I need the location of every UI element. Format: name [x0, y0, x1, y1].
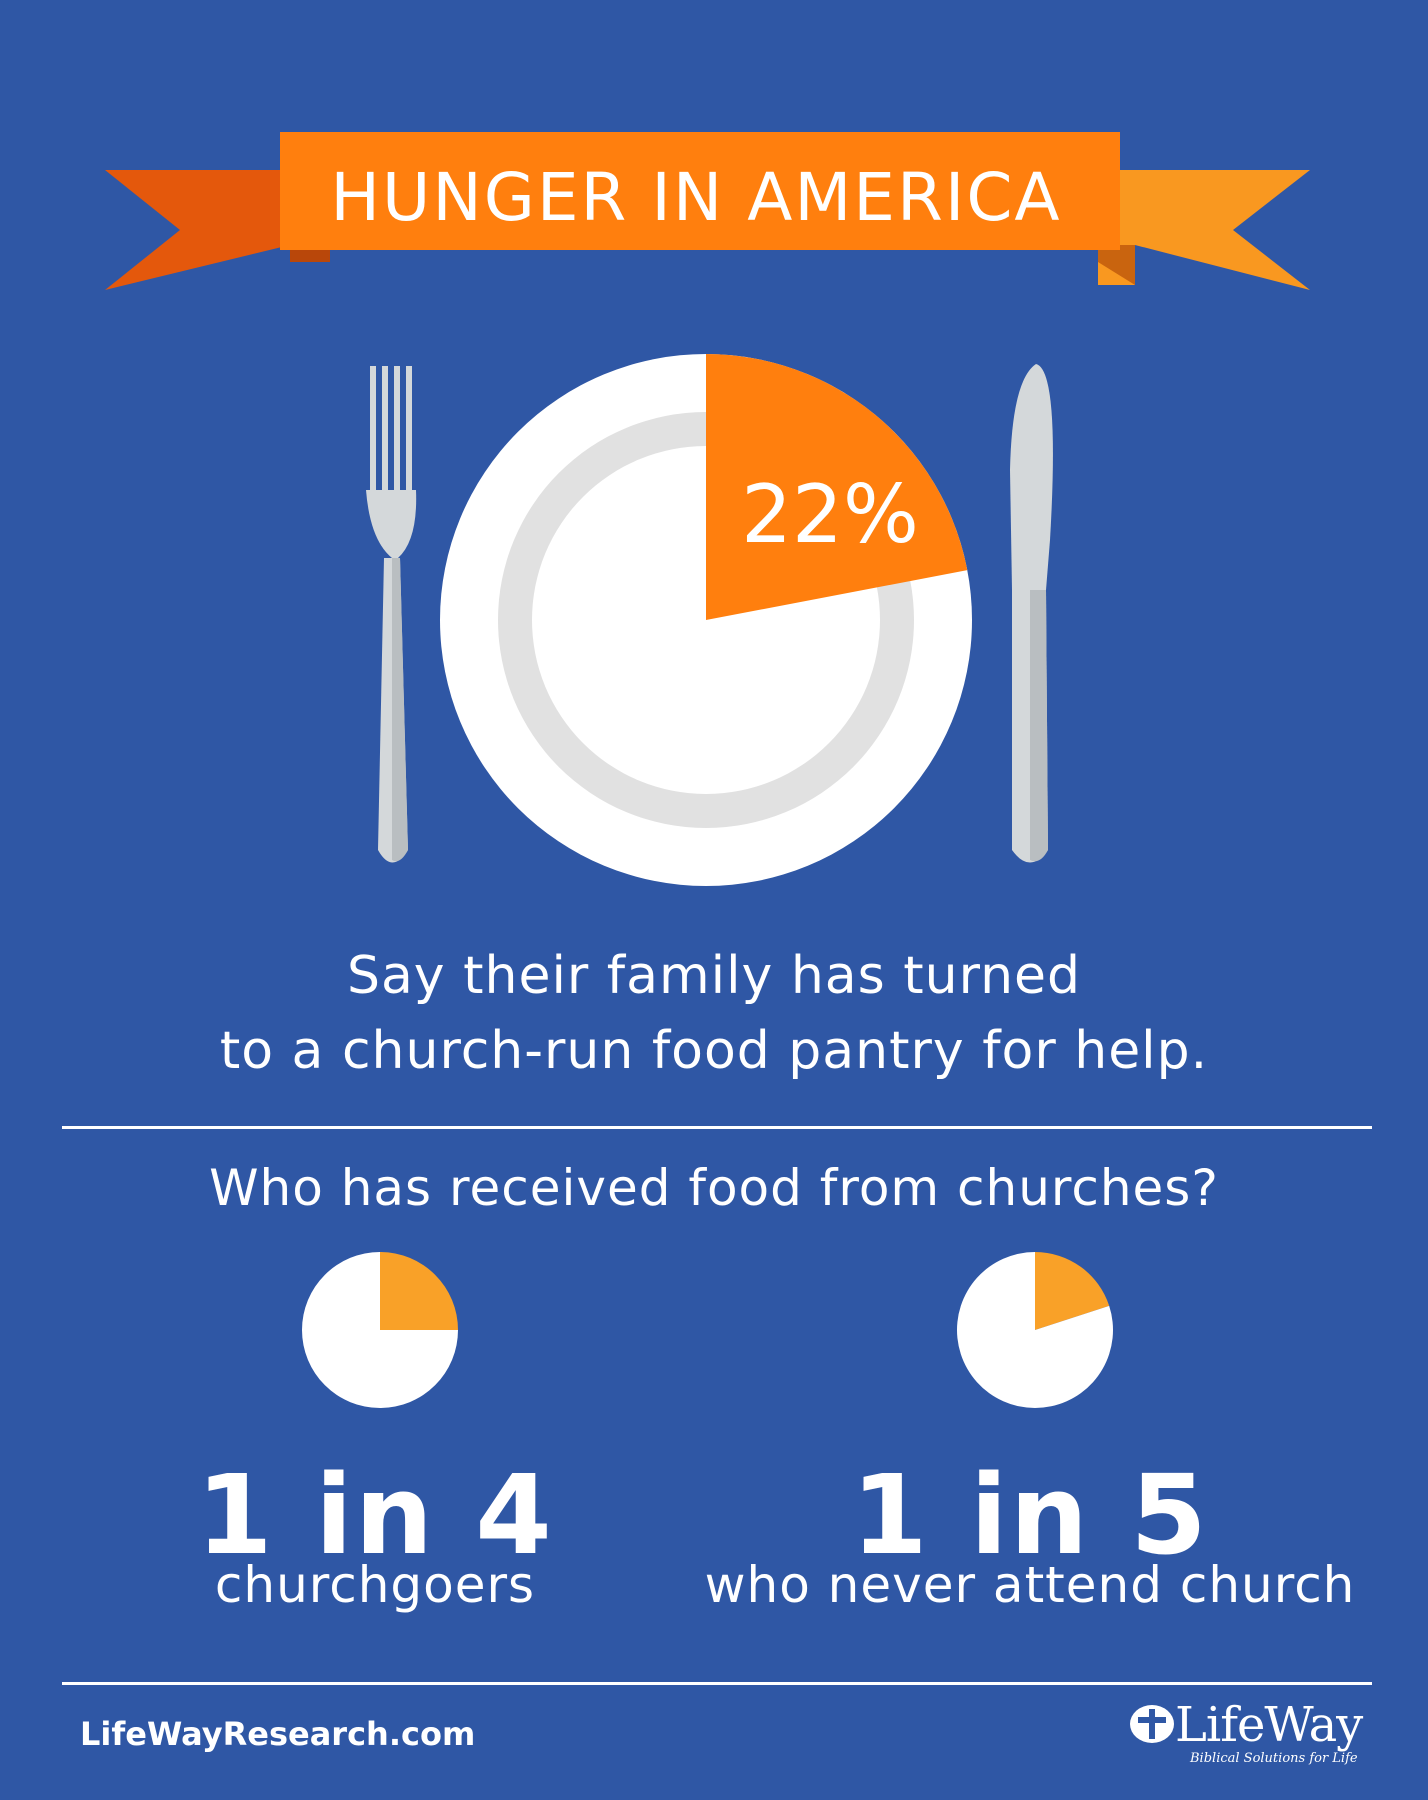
never-attend-pie-slice-highlight [1035, 1252, 1110, 1330]
hero-pie-chart [706, 354, 968, 620]
never-attend-pie-chart [957, 1252, 1113, 1408]
hero-pie-slice-highlight [706, 354, 968, 620]
churchgoers-pie-slice-highlight [380, 1252, 458, 1330]
footer-url[interactable]: LifeWayResearch.com [80, 1715, 476, 1753]
stat-never-attend-ratio: 1 in 5 [851, 1451, 1209, 1579]
churchgoers-pie-chart [302, 1252, 458, 1408]
section-question: Who has received food from churches? [209, 1159, 1219, 1217]
page-title: HUNGER IN AMERICA [330, 159, 1062, 236]
banner-right-tail [1098, 170, 1310, 290]
hero-caption-line-2: to a church-run food pantry for help. [219, 1021, 1209, 1081]
banner-main [280, 132, 1120, 250]
banner-right-fold [1098, 245, 1135, 285]
logo-wordmark: LifeWay [1175, 1697, 1363, 1753]
banner-left-tail [105, 170, 330, 290]
lifeway-logo-icon [1130, 1705, 1174, 1743]
footer-divider [62, 1682, 1372, 1685]
never-attend-pie-slice-rest [957, 1252, 1113, 1408]
place-setting [366, 354, 1053, 886]
hero-percentage-label: 22% [741, 468, 919, 561]
stat-churchgoers-ratio: 1 in 4 [196, 1451, 554, 1579]
fork-icon [366, 366, 417, 863]
logo-tagline: Biblical Solutions for Life [1190, 1751, 1358, 1766]
hero-caption-line-1: Say their family has turned [346, 946, 1082, 1006]
divider [62, 1126, 1372, 1129]
stat-churchgoers-label: churchgoers [214, 1556, 536, 1614]
title-banner [105, 132, 1310, 290]
churchgoers-pie-slice-rest [302, 1252, 458, 1408]
knife-icon [1010, 364, 1053, 863]
stat-never-attend-label: who never attend church [704, 1556, 1356, 1614]
